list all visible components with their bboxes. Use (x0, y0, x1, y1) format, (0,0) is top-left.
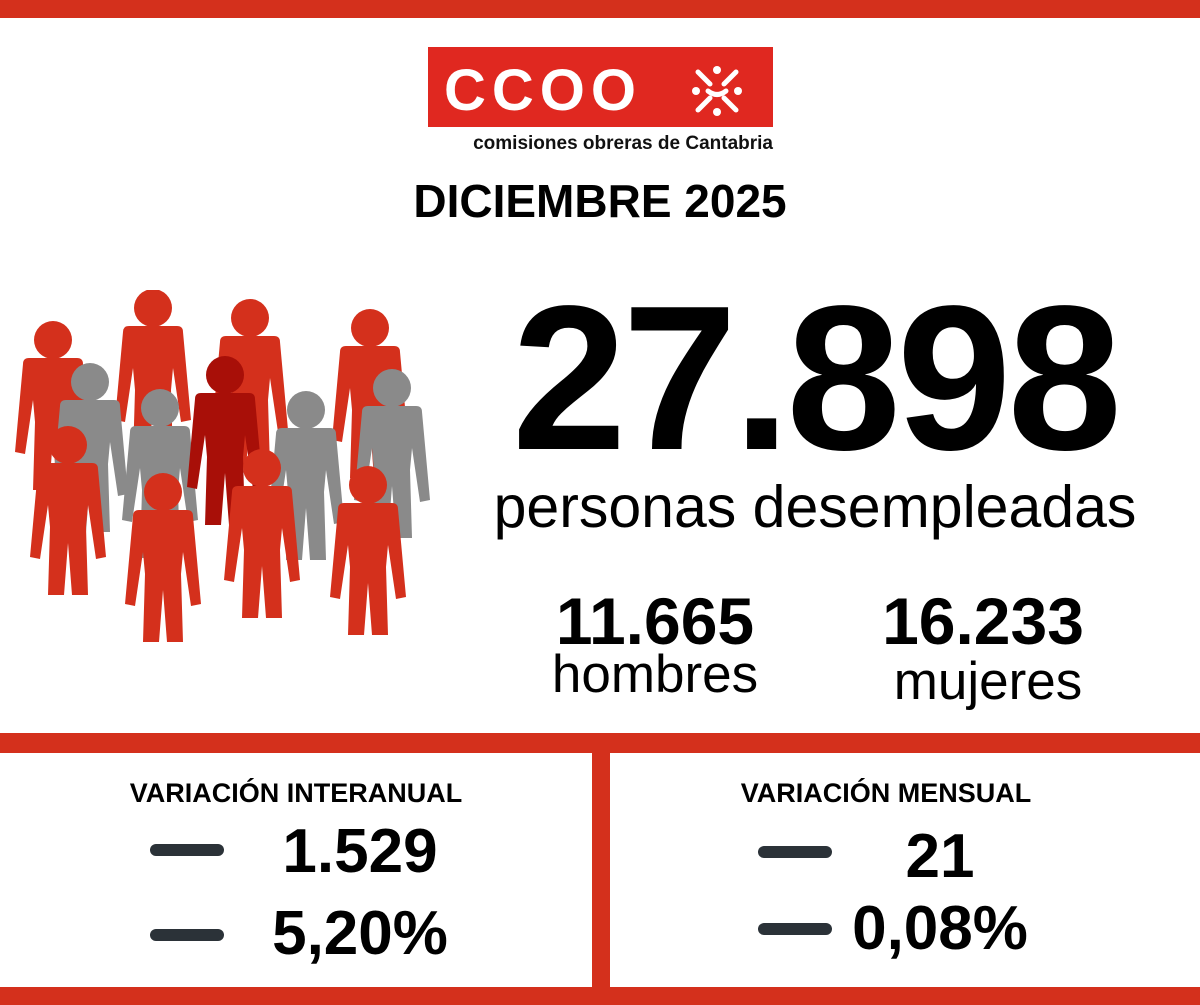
women-label: mujeres (893, 652, 1083, 711)
monthly-percent-value: 0,08% (852, 894, 1028, 963)
men-label: hombres (551, 645, 759, 704)
top-border (0, 0, 1200, 18)
interannual-percent-value: 5,20% (272, 899, 448, 968)
monthly-absolute-value: 21 (905, 822, 975, 891)
people-group-illustration (15, 290, 430, 642)
minus-icon (150, 844, 224, 856)
total-unemployed-label: personas desempleadas (493, 474, 1137, 540)
logo-brand-text: CCOO (444, 58, 642, 123)
total-unemployed-number: 27.898 (511, 263, 1122, 493)
logo-subtitle: comisiones obreras de Cantabria (473, 133, 773, 154)
minus-icon (758, 846, 832, 858)
interannual-heading: VARIACIÓN INTERANUAL (129, 778, 463, 808)
monthly-heading: VARIACIÓN MENSUAL (740, 778, 1032, 808)
ccoo-emblem-icon (692, 66, 742, 116)
interannual-absolute-value: 1.529 (282, 817, 438, 886)
panel-divider (592, 733, 610, 1005)
period-title: DICIEMBRE 2025 (413, 175, 787, 227)
women-count: 16.233 (882, 584, 1084, 658)
minus-icon (758, 923, 832, 935)
men-count: 11.665 (555, 584, 755, 658)
minus-icon (150, 929, 224, 941)
